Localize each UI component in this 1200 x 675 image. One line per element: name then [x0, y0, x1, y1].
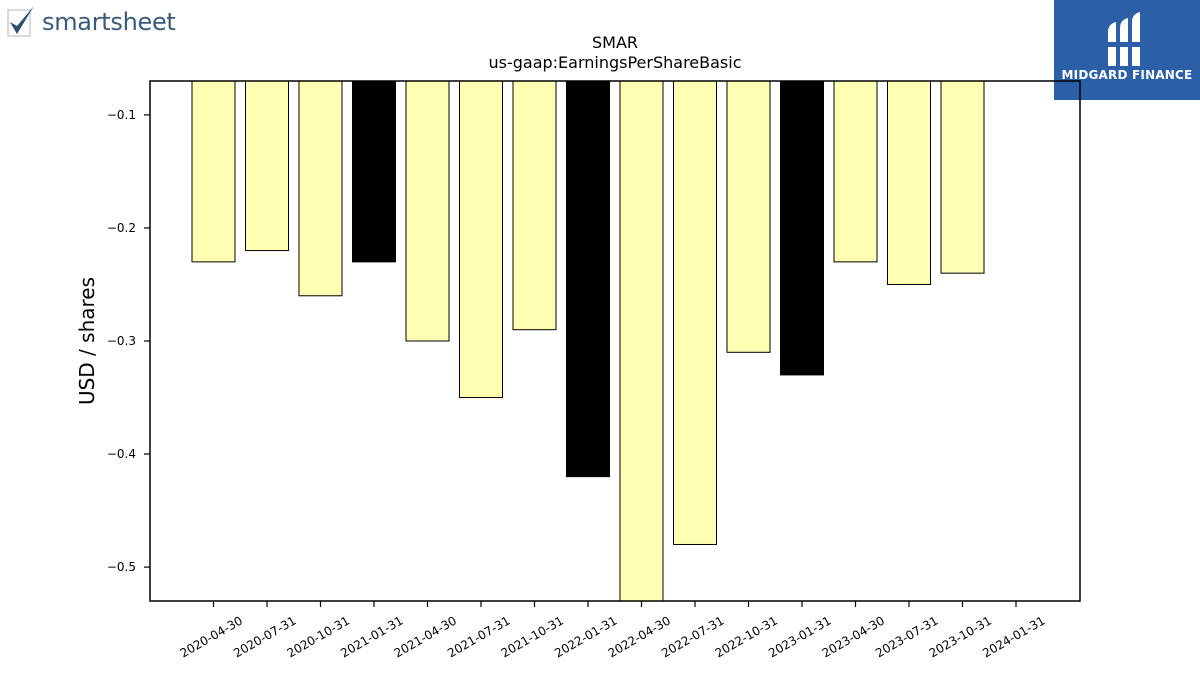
- y-tick-label: −0.2: [107, 221, 136, 235]
- chart-title: SMAR: [592, 33, 638, 52]
- bar-2023-04-30: [833, 80, 878, 263]
- bar-2020-04-30: [191, 80, 236, 263]
- midgard-finance-logo-text: MIDGARD FINANCE: [1061, 68, 1193, 82]
- bar-2020-10-31: [298, 80, 343, 297]
- y-tick-label: −0.1: [107, 108, 136, 122]
- y-tick-label: −0.5: [107, 560, 136, 574]
- y-tick-label: −0.3: [107, 334, 136, 348]
- bar-2023-07-31: [887, 80, 931, 285]
- bar-2022-04-30: [619, 80, 664, 602]
- bars-group: [191, 80, 985, 602]
- bar-2022-07-31: [673, 80, 717, 545]
- smartsheet-logo-text: smartsheet: [42, 8, 176, 36]
- bar-2020-07-31: [245, 80, 289, 252]
- bar-2023-01-31: [780, 80, 824, 376]
- midgard-finance-logo: MIDGARD FINANCE: [1054, 0, 1200, 100]
- y-axis: −0.1 −0.2 −0.3 −0.4 −0.5: [107, 108, 150, 574]
- midgard-monogram-icon: [1106, 12, 1144, 66]
- bar-2021-07-31: [459, 80, 503, 399]
- x-axis: 2020-04-302020-07-312020-10-312021-01-31…: [178, 601, 1048, 660]
- checkmark-logo-icon: [7, 6, 34, 37]
- y-tick-label: −0.4: [107, 447, 136, 461]
- bar-2021-10-31: [512, 80, 557, 331]
- bar-2022-10-31: [726, 80, 771, 353]
- bar-2021-01-31: [352, 80, 396, 263]
- bar-2021-04-30: [405, 80, 450, 342]
- chart-subtitle: us-gaap:EarningsPerShareBasic: [488, 53, 741, 72]
- bar-2023-10-31: [940, 80, 985, 274]
- y-axis-label: USD / shares: [75, 277, 99, 405]
- bar-2022-01-31: [566, 80, 610, 478]
- smartsheet-logo: smartsheet: [4, 2, 176, 42]
